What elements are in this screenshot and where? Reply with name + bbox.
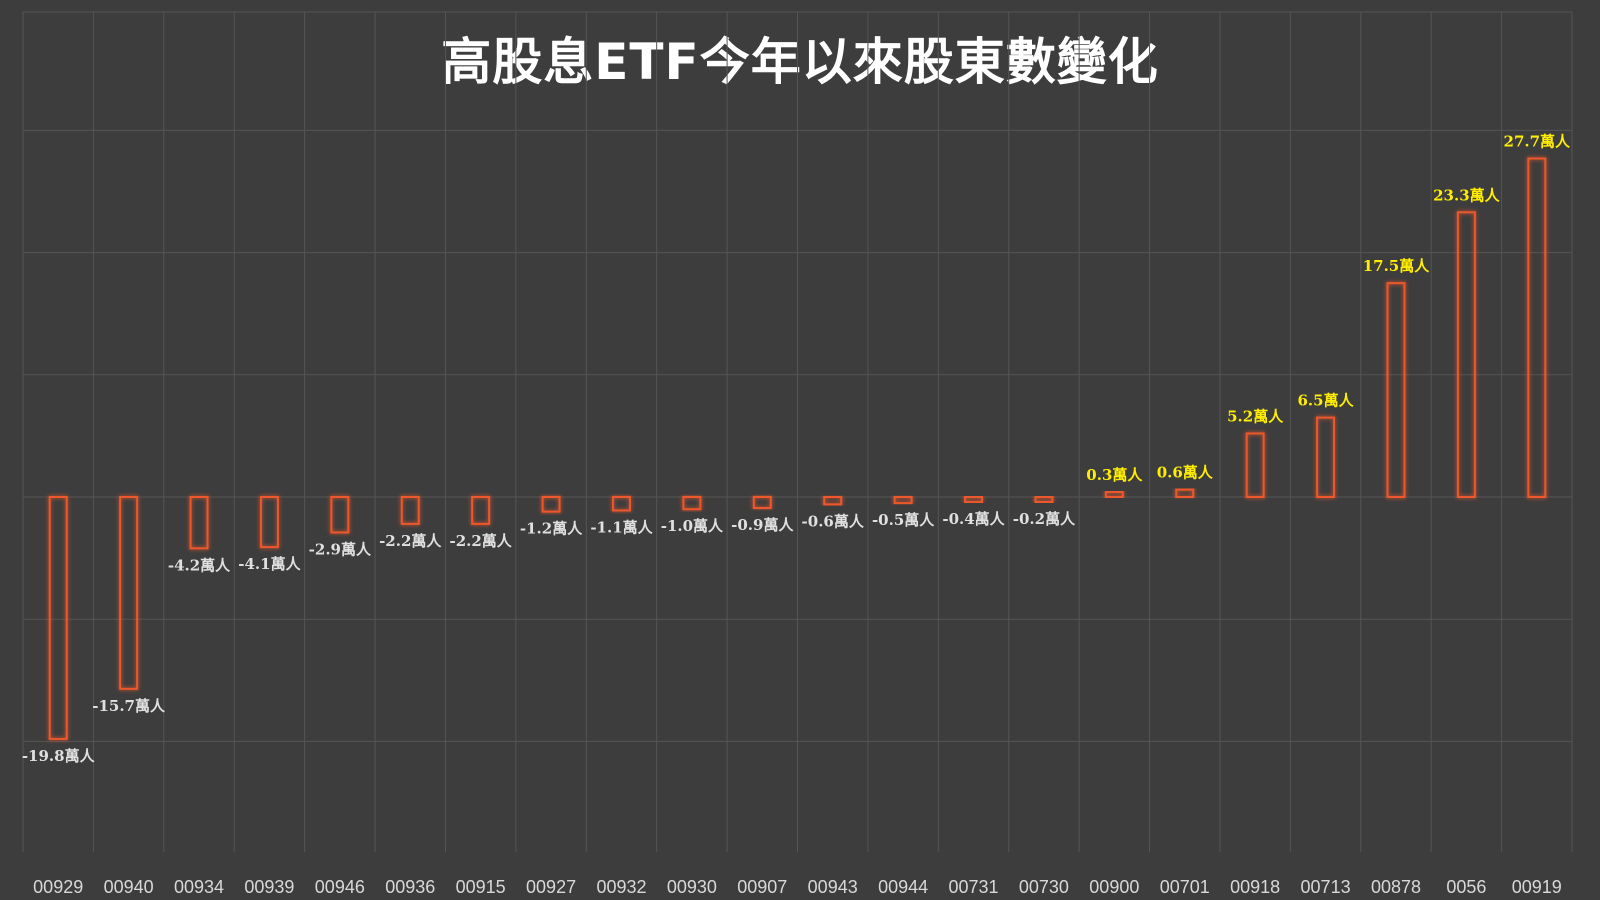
- bar-00701: [1175, 488, 1195, 498]
- bar-00944: [893, 496, 913, 505]
- x-tick-label: 00713: [1301, 877, 1351, 897]
- bar-00878: [1386, 282, 1406, 498]
- data-label: -2.2萬人: [449, 532, 512, 550]
- data-label: -0.4萬人: [942, 510, 1005, 528]
- data-label: 0.3萬人: [1086, 466, 1143, 484]
- x-tick-label: 00927: [526, 877, 576, 897]
- data-label: 27.7萬人: [1504, 133, 1572, 151]
- data-label: -1.0萬人: [661, 517, 724, 535]
- chart-title: 高股息ETF今年以來股東數變化: [441, 33, 1159, 91]
- x-tick-label: 00731: [948, 877, 998, 897]
- data-label: -15.7萬人: [92, 697, 166, 715]
- x-tick-label: 00915: [456, 877, 506, 897]
- bar-00940: [119, 496, 139, 690]
- bar-0056: [1456, 211, 1476, 499]
- bar-00927: [541, 496, 561, 513]
- x-tick-label: 00930: [667, 877, 717, 897]
- data-label: -19.8萬人: [22, 747, 96, 765]
- data-label: -4.2萬人: [168, 556, 231, 574]
- x-tick-label: 00932: [596, 877, 646, 897]
- data-label: -2.9萬人: [309, 540, 372, 558]
- bar-00936: [400, 496, 420, 525]
- bar-00919: [1527, 157, 1547, 498]
- x-tick-label: 00936: [385, 877, 435, 897]
- x-tick-label: 00900: [1089, 877, 1139, 897]
- x-tick-label: 00939: [244, 877, 294, 897]
- data-label: 17.5萬人: [1363, 257, 1431, 275]
- x-tick-label: 00943: [808, 877, 858, 897]
- data-label: 0.6萬人: [1157, 464, 1214, 482]
- bar-00713: [1316, 416, 1336, 499]
- x-tick-label: 00946: [315, 877, 365, 897]
- bar-00900: [1104, 491, 1124, 498]
- bar-00946: [330, 496, 350, 534]
- data-label: -2.2萬人: [379, 532, 442, 550]
- x-tick-label: 00730: [1019, 877, 1069, 897]
- x-tick-label: 00929: [33, 877, 83, 897]
- x-tick-label: 00918: [1230, 877, 1280, 897]
- bar-00731: [964, 496, 984, 503]
- data-label: -0.2萬人: [1013, 510, 1076, 528]
- bar-00915: [471, 496, 491, 525]
- data-label: -0.9萬人: [731, 516, 794, 534]
- x-tick-label: 00919: [1512, 877, 1562, 897]
- x-tick-label: 00878: [1371, 877, 1421, 897]
- bar-00929: [48, 496, 68, 740]
- x-tick-label: 00944: [878, 877, 928, 897]
- x-tick-label: 00701: [1160, 877, 1210, 897]
- bar-00918: [1245, 432, 1265, 498]
- data-label: 5.2萬人: [1227, 407, 1284, 425]
- data-label: -4.1萬人: [238, 555, 301, 573]
- data-label: -1.2萬人: [520, 520, 583, 538]
- bar-00907: [752, 496, 772, 509]
- bar-00930: [682, 496, 702, 511]
- bar-00939: [259, 496, 279, 549]
- data-label: -0.6萬人: [802, 512, 865, 530]
- x-tick-label: 00907: [737, 877, 787, 897]
- x-tick-label: 0056: [1446, 877, 1486, 897]
- bar-00932: [611, 496, 631, 512]
- x-tick-label: 00934: [174, 877, 224, 897]
- data-label: -1.1萬人: [590, 518, 653, 536]
- bar-00934: [189, 496, 209, 550]
- data-label: 23.3萬人: [1433, 186, 1501, 204]
- data-label: 6.5萬人: [1298, 392, 1355, 410]
- x-tick-label: 00940: [104, 877, 154, 897]
- bar-00730: [1034, 496, 1054, 503]
- data-label: -0.5萬人: [872, 511, 935, 529]
- bar-00943: [823, 496, 843, 506]
